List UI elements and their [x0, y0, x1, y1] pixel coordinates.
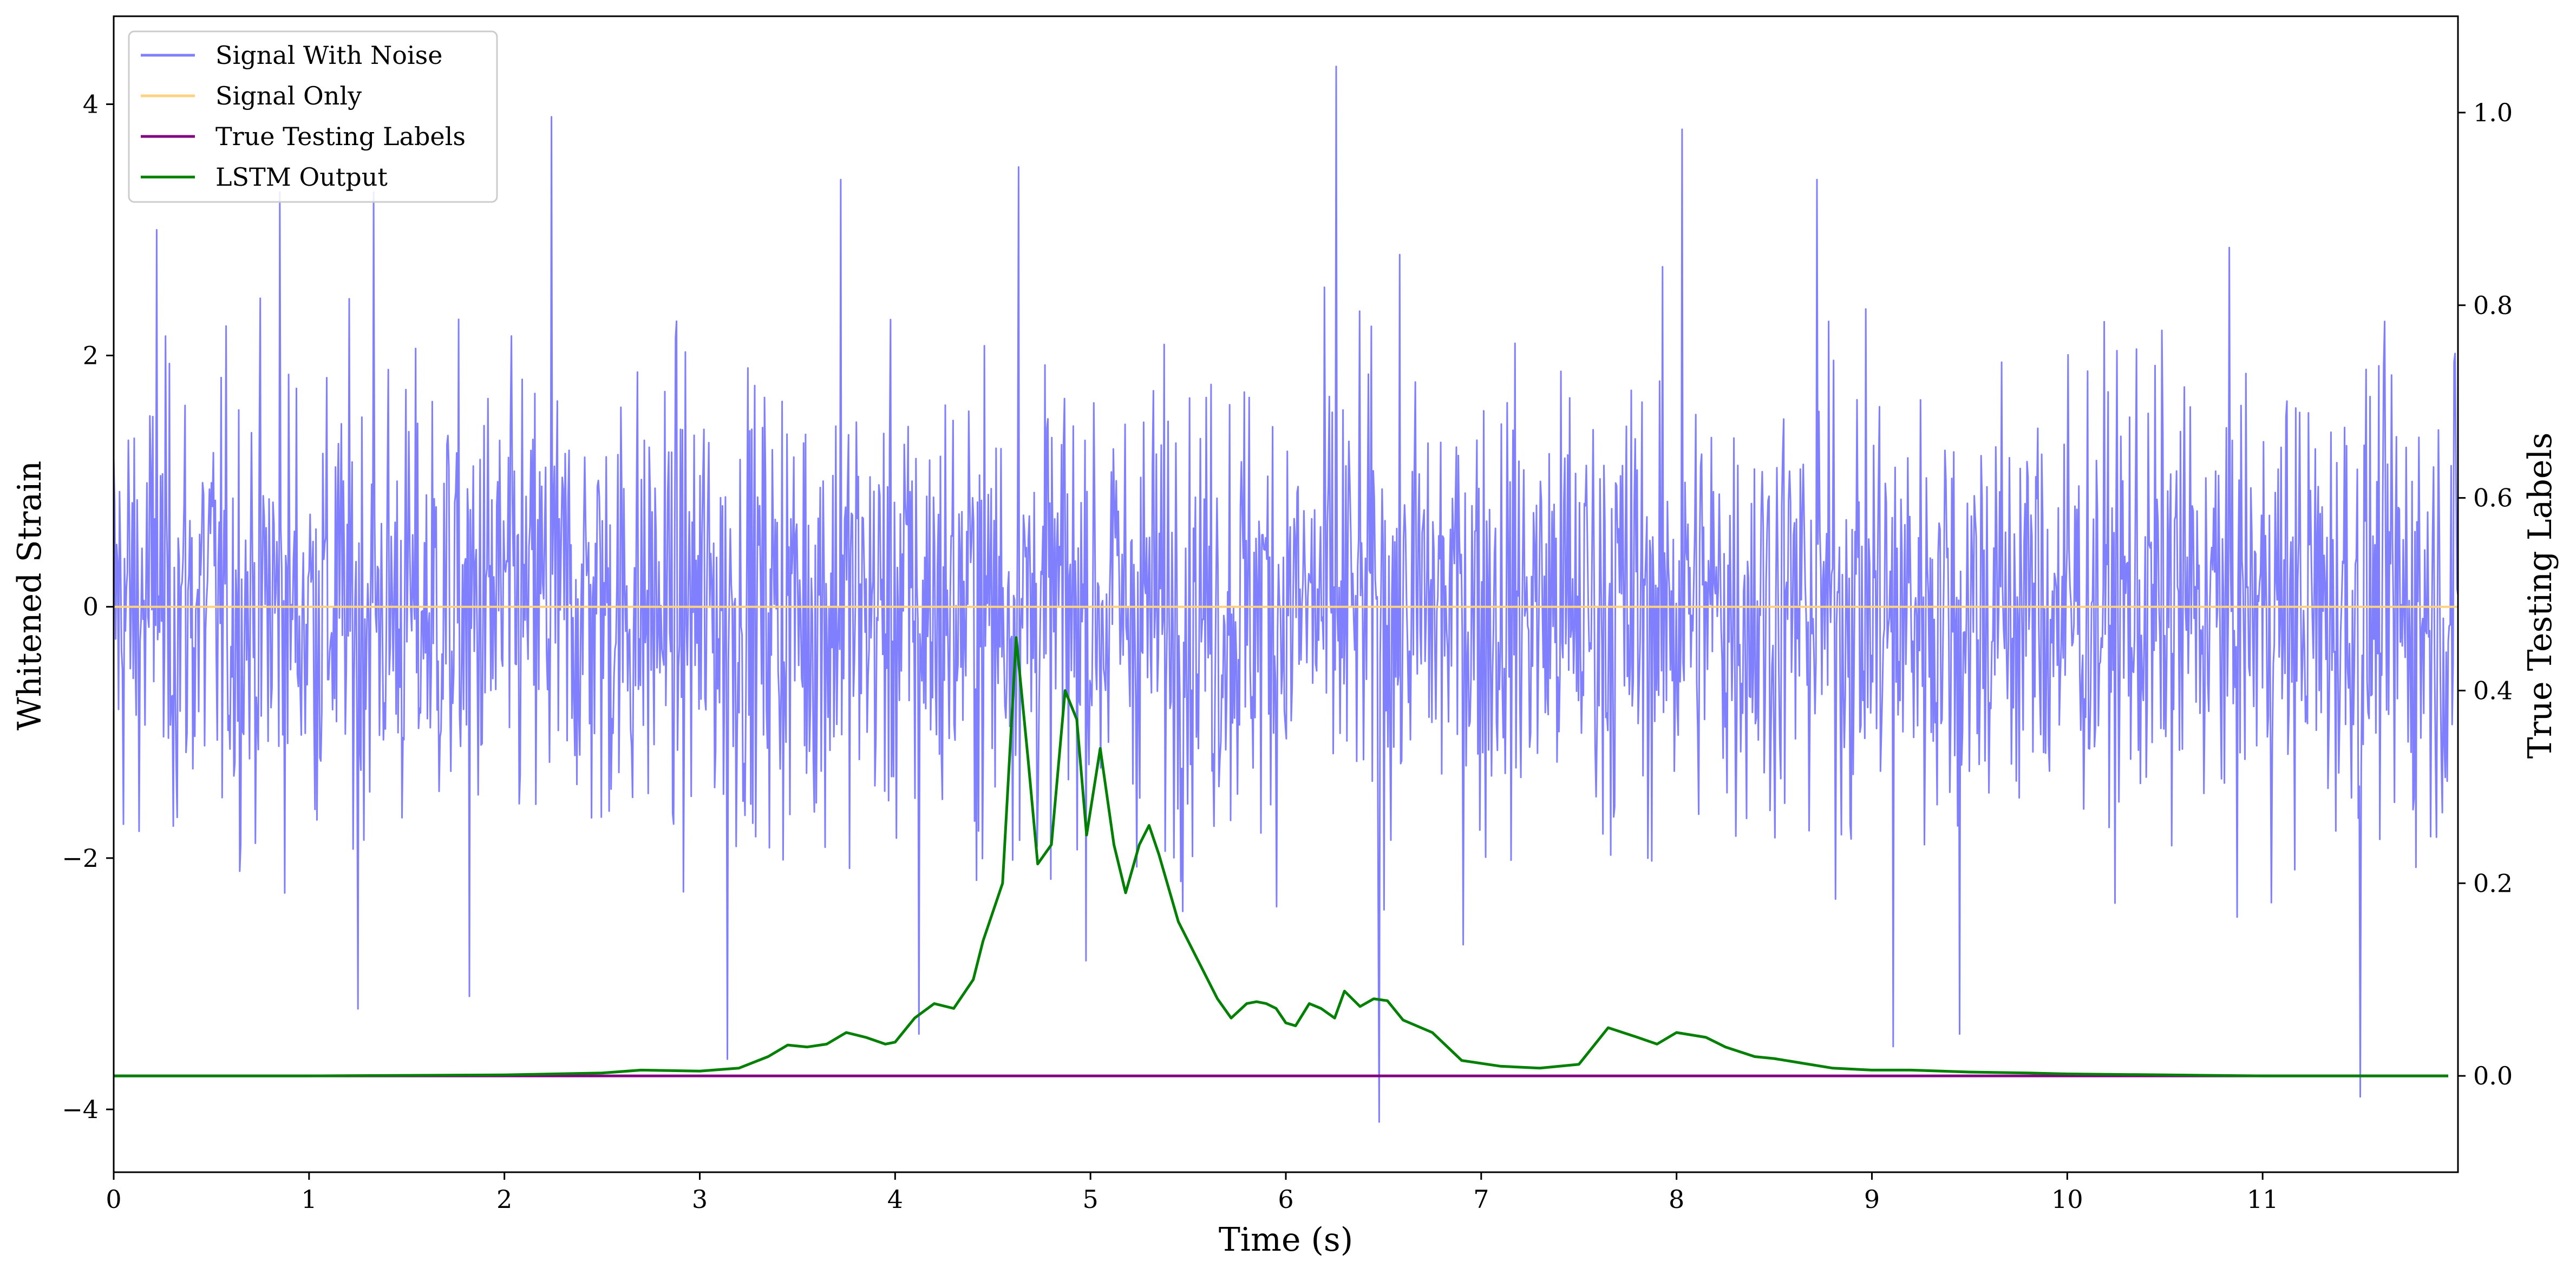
y-right-tick-label: 0.6	[2473, 484, 2513, 513]
x-tick-label: 5	[1083, 1185, 1099, 1214]
y-right-tick-label: 1.0	[2473, 98, 2513, 127]
x-tick-label: 4	[887, 1185, 903, 1214]
legend-label-lstm: LSTM Output	[215, 162, 388, 192]
y-left-axis-ticks: −4 −2 0 2 4	[62, 89, 114, 1124]
y-left-tick-label: −2	[62, 844, 99, 873]
lstm-output-group	[114, 636, 2448, 1077]
y-right-tick-label: 0.8	[2473, 291, 2513, 320]
x-tick-label: 1	[301, 1185, 317, 1214]
noise-series-group	[114, 66, 2458, 1123]
legend-label-true-labels: True Testing Labels	[215, 122, 466, 151]
x-tick-label: 9	[1864, 1185, 1880, 1214]
series-lstm-output	[114, 636, 2448, 1077]
series-signal-with-noise	[114, 66, 2458, 1123]
y-right-tick-label: 0.2	[2473, 868, 2513, 898]
legend-box	[128, 30, 498, 203]
x-tick-label: 3	[692, 1185, 708, 1214]
y-right-axis-ticks: 0.0 0.2 0.4 0.6 0.8 1.0	[2458, 98, 2513, 1090]
x-axis-ticks: 0 1 2 3 4 5 6 7 8 9 10 11	[106, 1172, 2278, 1214]
x-tick-label: 8	[1669, 1185, 1684, 1214]
legend-label-noise: Signal With Noise	[215, 41, 442, 70]
y-left-tick-label: 0	[83, 592, 99, 622]
x-axis-label: Time (s)	[1219, 1221, 1353, 1259]
y-right-tick-label: 0.4	[2473, 676, 2513, 705]
y-left-tick-label: −4	[62, 1095, 99, 1124]
x-tick-label: 6	[1278, 1185, 1293, 1214]
y-right-axis-label: True Testing Labels	[2521, 433, 2559, 759]
y-right-tick-label: 0.0	[2473, 1061, 2513, 1090]
x-tick-label: 0	[106, 1185, 121, 1214]
y-left-tick-label: 4	[83, 89, 99, 119]
y-left-axis-label: Whitened Strain	[11, 461, 49, 730]
legend-label-signal-only: Signal Only	[215, 81, 362, 110]
x-tick-label: 10	[2051, 1185, 2083, 1214]
x-tick-label: 7	[1473, 1185, 1489, 1214]
x-tick-label: 11	[2247, 1185, 2279, 1214]
legend: Signal With Noise Signal Only True Testi…	[128, 30, 498, 203]
x-tick-label: 2	[496, 1185, 512, 1214]
y-left-tick-label: 2	[83, 341, 99, 370]
